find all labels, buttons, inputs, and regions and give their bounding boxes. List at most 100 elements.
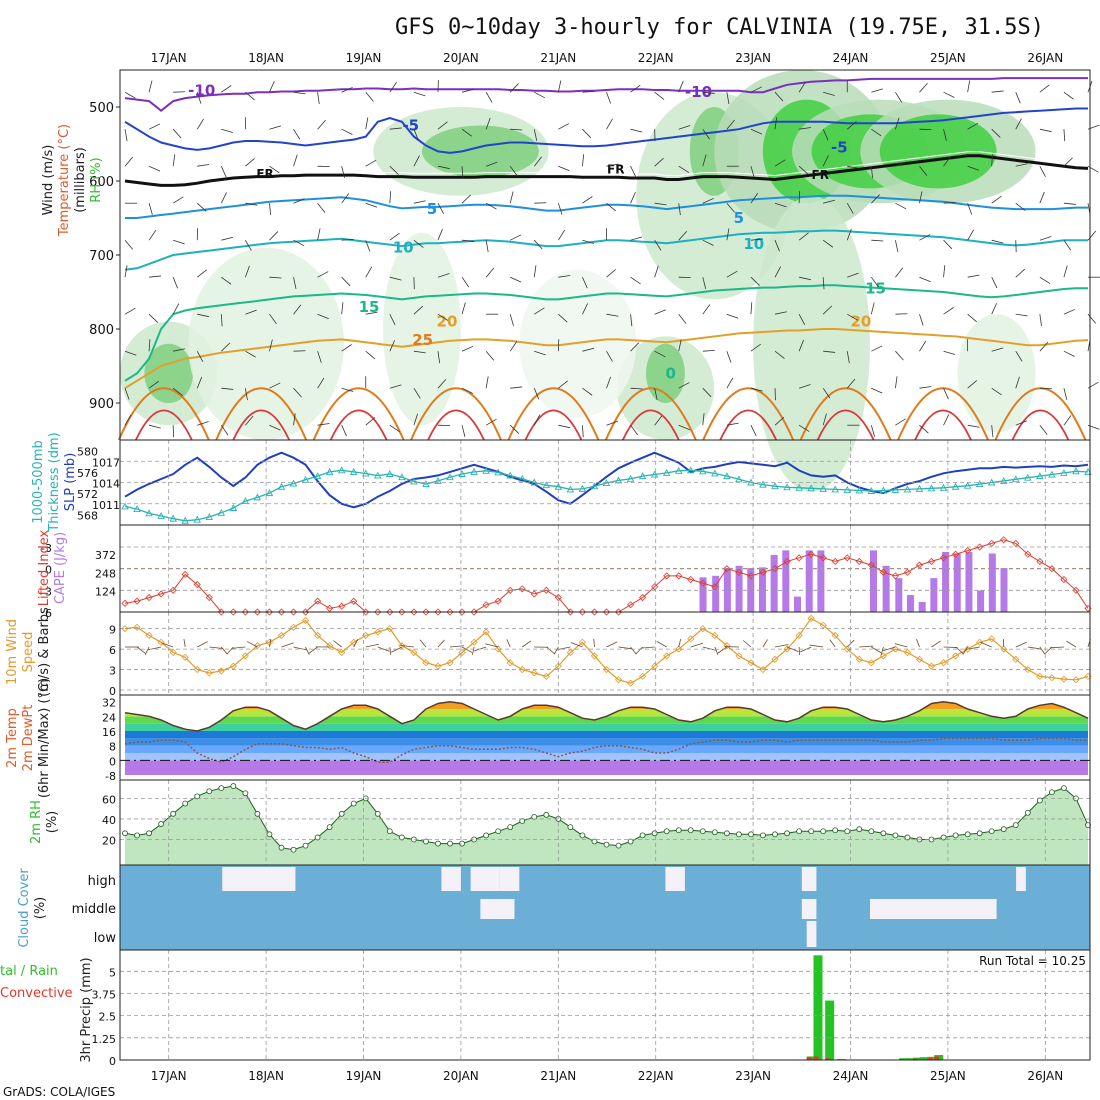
rh-marker xyxy=(495,828,502,835)
wind-barb xyxy=(389,82,397,93)
thickness-marker xyxy=(470,467,478,475)
lifted-index-marker xyxy=(446,608,454,616)
thickness-marker xyxy=(578,484,587,492)
rh-marker xyxy=(832,827,839,834)
temp-band xyxy=(125,745,1088,753)
rh-marker xyxy=(736,831,742,838)
wind-barb xyxy=(750,276,760,286)
rh-tick-label: 20 xyxy=(102,834,116,847)
wind-barb xyxy=(317,313,329,320)
freezing-level-highlight xyxy=(124,151,1089,182)
wind-barb xyxy=(293,154,298,167)
wind-barb xyxy=(365,266,373,278)
wind-speed-marker xyxy=(831,631,839,640)
wind-barb xyxy=(461,128,472,137)
wind-speed-marker xyxy=(374,628,382,636)
thickness-marker xyxy=(855,486,864,494)
wind-barb xyxy=(485,202,497,210)
lifted-index-marker xyxy=(181,570,189,579)
surface-wind-barb xyxy=(365,643,379,648)
wind-speed-marker xyxy=(506,659,514,667)
wind-barb xyxy=(798,424,810,432)
wind-barb xyxy=(606,376,611,389)
wind-barb xyxy=(148,80,153,93)
wind-axis-label: (m/s) & Barbs xyxy=(37,607,52,697)
wind-speed-marker xyxy=(627,679,635,687)
wind-barb xyxy=(846,351,850,364)
lifted-index-marker xyxy=(301,608,310,616)
wind-barb xyxy=(798,165,809,175)
wind-barb xyxy=(726,119,735,130)
temp-tick-label: -8 xyxy=(105,770,116,783)
wind-barb xyxy=(702,197,714,204)
surface-wind-barb xyxy=(389,646,392,656)
rh-marker xyxy=(182,800,189,807)
temp-band xyxy=(125,701,1088,709)
thickness-marker xyxy=(638,472,647,480)
wind-barb xyxy=(341,276,351,287)
wind-speed-marker xyxy=(398,642,406,650)
wind-barb xyxy=(485,91,493,103)
wind-barb xyxy=(895,161,907,167)
wind-barb xyxy=(630,342,640,352)
wind-speed-marker xyxy=(566,648,574,657)
isotherm-arc xyxy=(329,409,388,441)
wind-barb xyxy=(871,128,882,137)
wind-barb xyxy=(557,203,563,215)
lifted-index-marker xyxy=(518,585,526,593)
isotherm-arc xyxy=(799,387,892,441)
wind-barb xyxy=(1063,308,1076,315)
wind-barb xyxy=(702,91,715,94)
thickness-marker xyxy=(711,469,719,477)
wind-barb xyxy=(389,314,396,326)
wind-barb xyxy=(943,388,949,400)
wind-barb xyxy=(750,193,758,204)
isotherm-arc xyxy=(622,409,680,441)
slp-axis-label: Thickness (dm) xyxy=(47,432,62,532)
thickness-marker xyxy=(687,466,695,474)
precip-tick-label: 5 xyxy=(109,966,116,979)
cape-bar xyxy=(930,578,938,612)
surface-wind-barb xyxy=(762,639,768,648)
isotherm-label: -5 xyxy=(831,139,848,157)
cloud-middle-block xyxy=(480,899,515,919)
lifted-index-marker xyxy=(723,565,731,573)
wind-tick-label: 9 xyxy=(109,624,116,637)
thickness-marker xyxy=(398,473,406,481)
cape-bar xyxy=(770,555,778,612)
thickness-marker xyxy=(193,515,201,523)
wind-barb xyxy=(365,417,376,426)
wind-barb xyxy=(822,305,833,315)
surface-wind-barb xyxy=(894,643,908,648)
wind-speed-marker xyxy=(927,662,936,670)
isotherm-arc xyxy=(427,409,485,441)
lifted-index-marker xyxy=(867,561,875,569)
thickness-marker xyxy=(891,485,900,493)
wind-barb xyxy=(413,200,426,204)
cape-bar xyxy=(918,601,926,612)
wind-barb xyxy=(630,424,638,436)
wind-barb xyxy=(967,203,973,215)
rh-marker xyxy=(194,793,201,800)
precip-convective-bar xyxy=(825,1058,831,1060)
cape-axis-label: Lifted Index xyxy=(37,529,52,606)
thickness-marker xyxy=(879,486,888,494)
surface-wind-barb xyxy=(220,646,228,655)
lifted-index-marker xyxy=(843,554,851,562)
wind-speed-marker xyxy=(133,623,141,631)
wind-barb xyxy=(870,302,875,315)
lifted-index-marker xyxy=(145,593,153,602)
upper-axis-label: Wind (m/s) xyxy=(41,145,56,216)
cape-bar xyxy=(805,550,813,612)
wind-barb xyxy=(365,91,374,102)
surface-wind-barb xyxy=(553,646,559,655)
wind-barb xyxy=(461,166,464,179)
wind-barb xyxy=(341,86,353,93)
isotherm-arc xyxy=(410,387,502,441)
surface-wind-barb xyxy=(419,639,427,648)
wind-barb xyxy=(197,164,210,167)
thickness-marker xyxy=(349,467,358,475)
wind-barb xyxy=(678,339,682,352)
thickness-marker xyxy=(999,476,1008,484)
